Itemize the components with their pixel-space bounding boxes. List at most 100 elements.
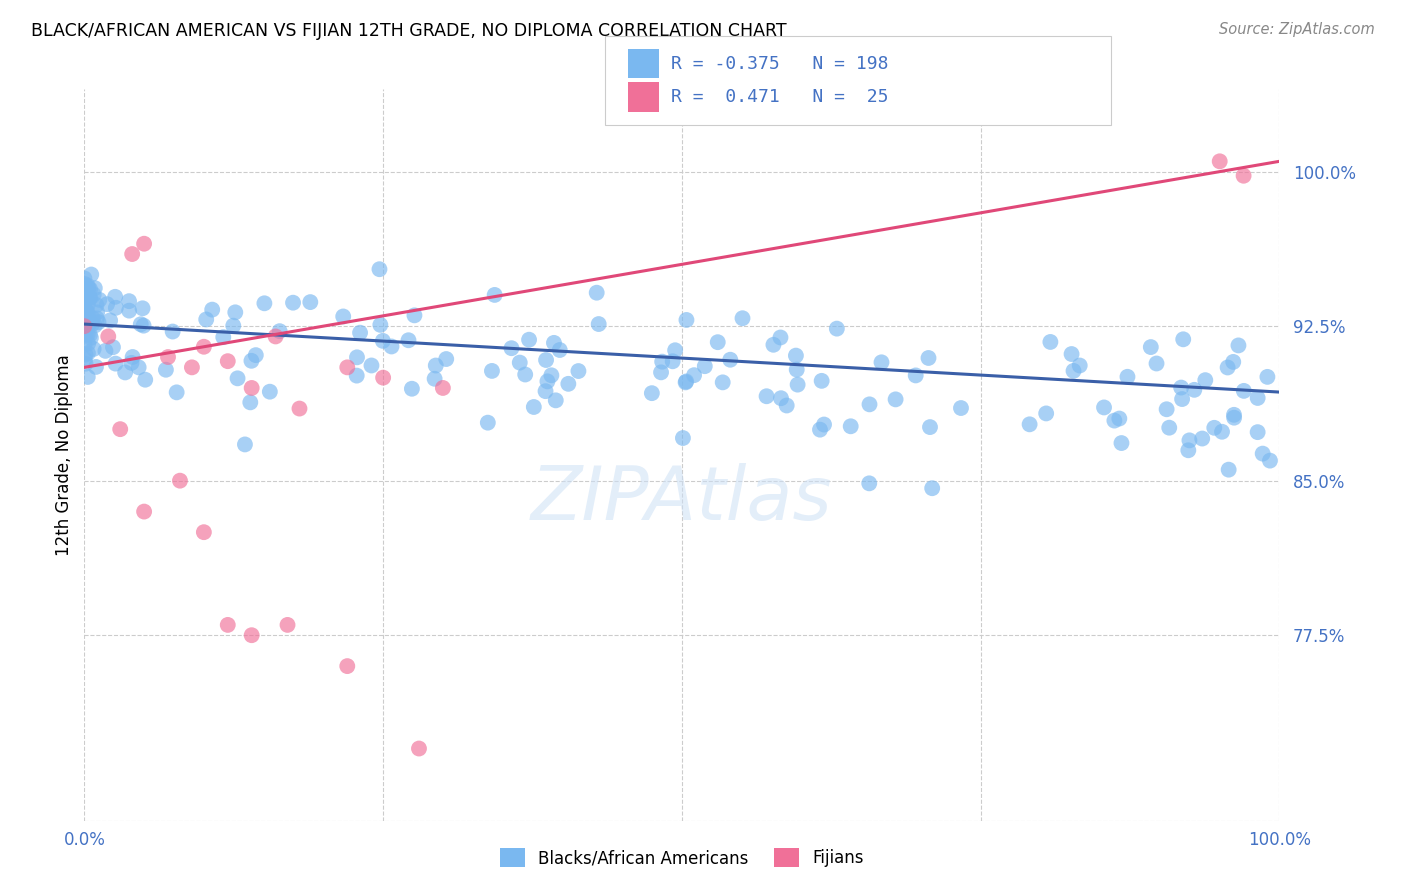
Point: [73, 271, 96, 285]
Point: [858, 397, 880, 411]
Point: [132, 505, 156, 519]
Point: [1223, 408, 1246, 422]
Point: [534, 384, 557, 399]
Point: [79, 327, 101, 342]
Point: [404, 309, 426, 323]
Point: [193, 340, 215, 354]
Point: [360, 359, 382, 373]
Point: [83, 281, 105, 295]
Point: [1111, 436, 1133, 450]
Point: [110, 422, 132, 436]
Point: [76, 307, 98, 321]
Point: [1018, 417, 1040, 432]
Point: [193, 525, 215, 540]
Point: [73, 290, 96, 304]
Point: [786, 377, 808, 392]
Point: [166, 385, 188, 400]
Point: [76, 370, 98, 384]
Point: [336, 659, 359, 673]
Point: [87, 315, 110, 329]
Point: [96, 297, 118, 311]
Point: [548, 343, 571, 357]
Point: [731, 311, 754, 326]
Point: [1258, 453, 1281, 467]
Point: [76, 289, 98, 303]
Point: [1204, 421, 1226, 435]
Point: [523, 400, 546, 414]
Text: ZIPAtlas: ZIPAtlas: [531, 463, 832, 535]
Point: [769, 391, 792, 405]
Point: [567, 364, 589, 378]
Point: [240, 353, 263, 368]
Point: [181, 360, 204, 375]
Point: [239, 395, 262, 409]
Point: [73, 278, 96, 293]
Point: [1156, 402, 1178, 417]
Point: [693, 359, 716, 374]
Point: [76, 305, 98, 319]
Point: [1251, 447, 1274, 461]
Point: [1173, 332, 1195, 346]
Point: [1178, 434, 1201, 448]
Point: [75, 327, 97, 342]
Point: [1159, 420, 1181, 434]
Point: [1246, 391, 1268, 405]
Point: [73, 314, 96, 328]
Point: [245, 348, 267, 362]
Point: [1222, 355, 1244, 369]
Point: [368, 262, 391, 277]
Point: [544, 393, 567, 408]
Point: [104, 290, 127, 304]
Point: [94, 343, 117, 358]
Point: [73, 319, 96, 334]
Point: [84, 359, 107, 374]
Point: [79, 291, 101, 305]
Point: [104, 301, 127, 315]
Point: [73, 337, 96, 351]
Point: [121, 247, 143, 261]
Point: [76, 278, 98, 293]
Point: [1233, 169, 1256, 183]
Point: [398, 333, 420, 347]
Point: [128, 360, 150, 375]
Point: [1104, 414, 1126, 428]
Point: [1256, 369, 1278, 384]
Point: [79, 282, 101, 296]
Point: [672, 431, 695, 445]
Point: [432, 381, 454, 395]
Point: [80, 331, 103, 345]
Point: [79, 291, 101, 305]
Point: [1063, 364, 1085, 378]
Point: [1035, 406, 1057, 420]
Point: [269, 324, 291, 338]
Point: [73, 352, 96, 367]
Point: [240, 381, 263, 395]
Text: Source: ZipAtlas.com: Source: ZipAtlas.com: [1219, 22, 1375, 37]
Point: [73, 301, 96, 315]
Point: [73, 302, 96, 317]
Point: [73, 324, 96, 338]
Point: [1116, 369, 1139, 384]
Point: [346, 368, 368, 383]
Point: [762, 338, 785, 352]
Point: [76, 327, 98, 342]
Point: [131, 301, 153, 316]
Point: [1194, 373, 1216, 387]
Point: [661, 354, 683, 368]
Point: [76, 312, 98, 326]
Point: [224, 305, 246, 319]
Point: [1227, 338, 1250, 352]
Point: [240, 628, 263, 642]
Point: [1108, 411, 1130, 425]
Point: [540, 368, 562, 383]
Point: [299, 295, 322, 310]
Point: [650, 365, 672, 379]
Point: [1092, 401, 1115, 415]
Point: [949, 401, 972, 415]
Point: [1211, 425, 1233, 439]
Point: [73, 317, 96, 331]
Point: [97, 329, 120, 343]
Point: [73, 316, 96, 330]
Point: [904, 368, 927, 383]
Point: [1171, 392, 1194, 406]
